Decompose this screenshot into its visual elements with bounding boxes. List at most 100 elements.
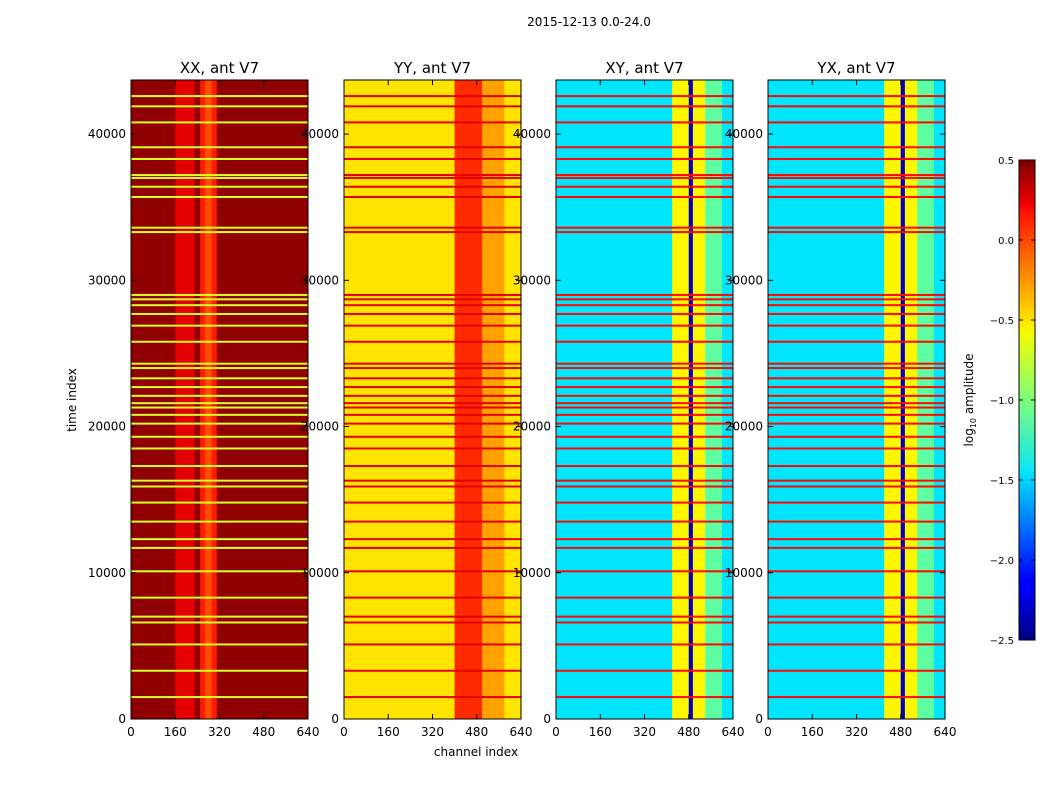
panel-2-xtick-label-640: 640 [510, 725, 533, 739]
panel-4-flag-row-40 [768, 121, 945, 124]
panel-2-flag-row-7 [344, 570, 521, 573]
panel-1-flag-row-36 [131, 176, 308, 179]
panel-3-flag-row-33 [556, 226, 733, 229]
figure-suptitle: 2015-12-13 0.0-24.0 [527, 15, 651, 29]
panel-4-flag-row-32 [768, 231, 945, 234]
panel-3-flag-row-14 [556, 465, 733, 468]
panel-1-flag-row-16 [131, 435, 308, 438]
panel-4-flag-row-14 [768, 465, 945, 468]
panel-2-flag-row-2 [344, 669, 521, 672]
panel-2-flag-row-37 [344, 174, 521, 177]
panel-4-xtick-label-640: 640 [934, 725, 957, 739]
panel-1-flag-row-24 [131, 367, 308, 370]
panel-1-band-3 [205, 80, 212, 719]
panel-3-flag-row-1 [556, 696, 733, 699]
panel-3-flag-row-9 [556, 538, 733, 541]
panel-1-flag-row-2 [131, 669, 308, 672]
panel-1-flag-row-8 [131, 546, 308, 549]
panel-2-ytick-label-30000: 30000 [301, 273, 339, 287]
panel-1-flag-row-4 [131, 621, 308, 624]
panel-4-flag-row-34 [768, 195, 945, 198]
panel-3-flag-row-15 [556, 447, 733, 450]
panel-4-flag-row-11 [768, 501, 945, 504]
colorbar-label: log10 amplitude [962, 354, 978, 447]
panel-2-flag-row-10 [344, 520, 521, 523]
panel-2-flag-row-25 [344, 362, 521, 365]
panel-4-flag-row-23 [768, 377, 945, 380]
panel-3: XY, ant V7 0 160 320 480 640 0 10000 20000 30000 4… [513, 59, 745, 739]
panels-group: XX, ant V7 0 160 320 480 640 0 10000 20000 30000 4… [88, 59, 957, 739]
panel-4-flag-row-22 [768, 386, 945, 389]
panel-4-flag-row-31 [768, 293, 945, 296]
panel-4-flag-row-4 [768, 621, 945, 624]
panel-1-flag-row-10 [131, 520, 308, 523]
panel-3-flag-row-42 [556, 95, 733, 98]
panel-3-flag-row-37 [556, 174, 733, 177]
panel-3-flag-row-39 [556, 146, 733, 149]
colorbar-label-rest: amplitude [962, 354, 976, 418]
panel-2-flag-row-27 [344, 324, 521, 327]
panel-1-flag-row-34 [131, 195, 308, 198]
panel-1-flag-row-39 [131, 146, 308, 149]
panel-2-flag-row-32 [344, 231, 521, 234]
panel-2-flag-row-29 [344, 304, 521, 307]
panel-1-xtick-label-160: 160 [164, 725, 187, 739]
panel-2: YY, ant V7 0 160 320 480 640 0 10000 20000 30000 4… [301, 59, 533, 739]
panel-2-xtick-label-0: 0 [340, 725, 348, 739]
panel-3-flag-row-20 [556, 402, 733, 405]
panel-3-ytick-label-10000: 10000 [513, 566, 551, 580]
panel-3-flag-row-17 [556, 422, 733, 425]
panel-4-flag-row-9 [768, 538, 945, 541]
panel-1-flag-row-14 [131, 465, 308, 468]
panel-4-flag-row-1 [768, 696, 945, 699]
panel-4-flag-row-18 [768, 413, 945, 416]
panel-3-xtick-label-0: 0 [552, 725, 560, 739]
panel-1-flag-row-42 [131, 95, 308, 98]
panel-4-flag-row-37 [768, 174, 945, 177]
panel-4-flag-row-7 [768, 570, 945, 573]
panel-3-flag-row-32 [556, 231, 733, 234]
panel-4-xtick-label-480: 480 [889, 725, 912, 739]
panel-3-flag-row-16 [556, 435, 733, 438]
y-axis-label: time index [65, 368, 79, 432]
panel-4-xtick-label-320: 320 [845, 725, 868, 739]
panel-1-xtick-label-0: 0 [127, 725, 135, 739]
panel-2-flag-row-34 [344, 195, 521, 198]
panel-2-flag-row-35 [344, 185, 521, 188]
panel-2-flag-row-6 [344, 596, 521, 599]
panel-4-ytick-label-20000: 20000 [725, 420, 763, 434]
panel-3-flag-row-24 [556, 367, 733, 370]
panel-2-flag-row-3 [344, 643, 521, 646]
panel-1-flag-row-12 [131, 485, 308, 488]
panel-1-flag-row-15 [131, 447, 308, 450]
panel-4-flag-row-21 [768, 394, 945, 397]
panel-2-flag-row-11 [344, 501, 521, 504]
panel-4-flag-row-17 [768, 422, 945, 425]
panel-3-flag-row-30 [556, 298, 733, 301]
panel-3-title: XY, ant V7 [605, 59, 683, 77]
panel-3-flag-row-11 [556, 501, 733, 504]
panel-3-xtick-label-640: 640 [722, 725, 745, 739]
colorbar: 0.5 0.0 −0.5 −1.0 −1.5 −2.0 −2.5 log10 amplitu… [962, 156, 1036, 647]
panel-4-ytick-label-0: 0 [755, 712, 763, 726]
panel-2-ytick-label-10000: 10000 [301, 566, 339, 580]
panel-1-flag-row-41 [131, 105, 308, 108]
colorbar-tick-label-6: −2.5 [990, 636, 1014, 647]
colorbar-tick-label-1: 0.0 [998, 236, 1014, 247]
panel-4-flag-row-3 [768, 643, 945, 646]
panel-4-flag-row-5 [768, 615, 945, 618]
panel-1-flag-row-27 [131, 324, 308, 327]
panel-4-flag-row-36 [768, 176, 945, 179]
panel-1-ytick-label-30000: 30000 [88, 273, 126, 287]
panel-4-flag-row-24 [768, 367, 945, 370]
panel-2-flag-row-9 [344, 538, 521, 541]
panel-4-band-3 [900, 80, 905, 719]
panel-2-xtick-label-480: 480 [465, 725, 488, 739]
panel-4-flag-row-10 [768, 520, 945, 523]
panel-1-flag-row-19 [131, 406, 308, 409]
panel-2-title: YY, ant V7 [393, 59, 471, 77]
panel-2-flag-row-8 [344, 546, 521, 549]
panel-4-flag-row-20 [768, 402, 945, 405]
panel-4-title: YX, ant V7 [816, 59, 895, 77]
panel-2-flag-row-4 [344, 621, 521, 624]
